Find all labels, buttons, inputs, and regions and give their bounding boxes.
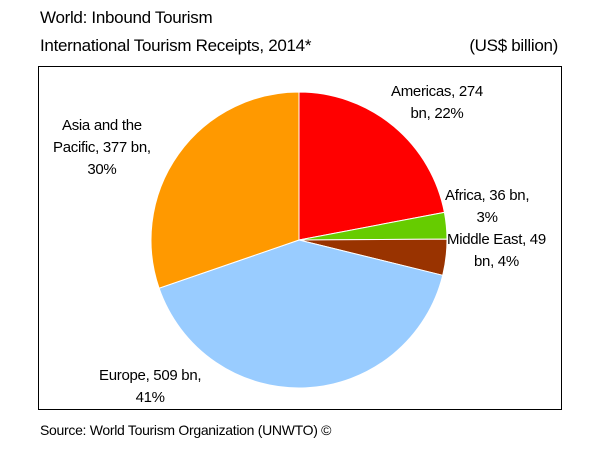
chart-title: World: Inbound Tourism <box>40 8 213 27</box>
pie-slices <box>150 91 448 389</box>
unit-label: (US$ billion) <box>469 36 558 55</box>
slice-label-asia-pacific: Asia and the Pacific, 377 bn, 30% <box>53 117 151 178</box>
source-note: Source: World Tourism Organization (UNWT… <box>40 422 332 438</box>
chart-subtitle: International Tourism Receipts, 2014* <box>40 36 312 55</box>
slice-label-middle-east: Middle East, 49 bn, 4% <box>447 231 546 270</box>
slice-label-americas: Americas, 274 bn, 22% <box>391 83 483 122</box>
slice-label-europe: Europe, 509 bn, 41% <box>99 367 202 406</box>
chart-frame: Americas, 274 bn, 22% Africa, 36 bn, 3% … <box>38 66 562 410</box>
pie-chart <box>150 91 448 389</box>
pie-slice-americas <box>298 91 445 241</box>
pie-slice-europe <box>158 239 444 389</box>
pie-slice-asia-and-the-pacific <box>150 91 300 289</box>
slice-label-africa: Africa, 36 bn, 3% <box>445 187 530 226</box>
